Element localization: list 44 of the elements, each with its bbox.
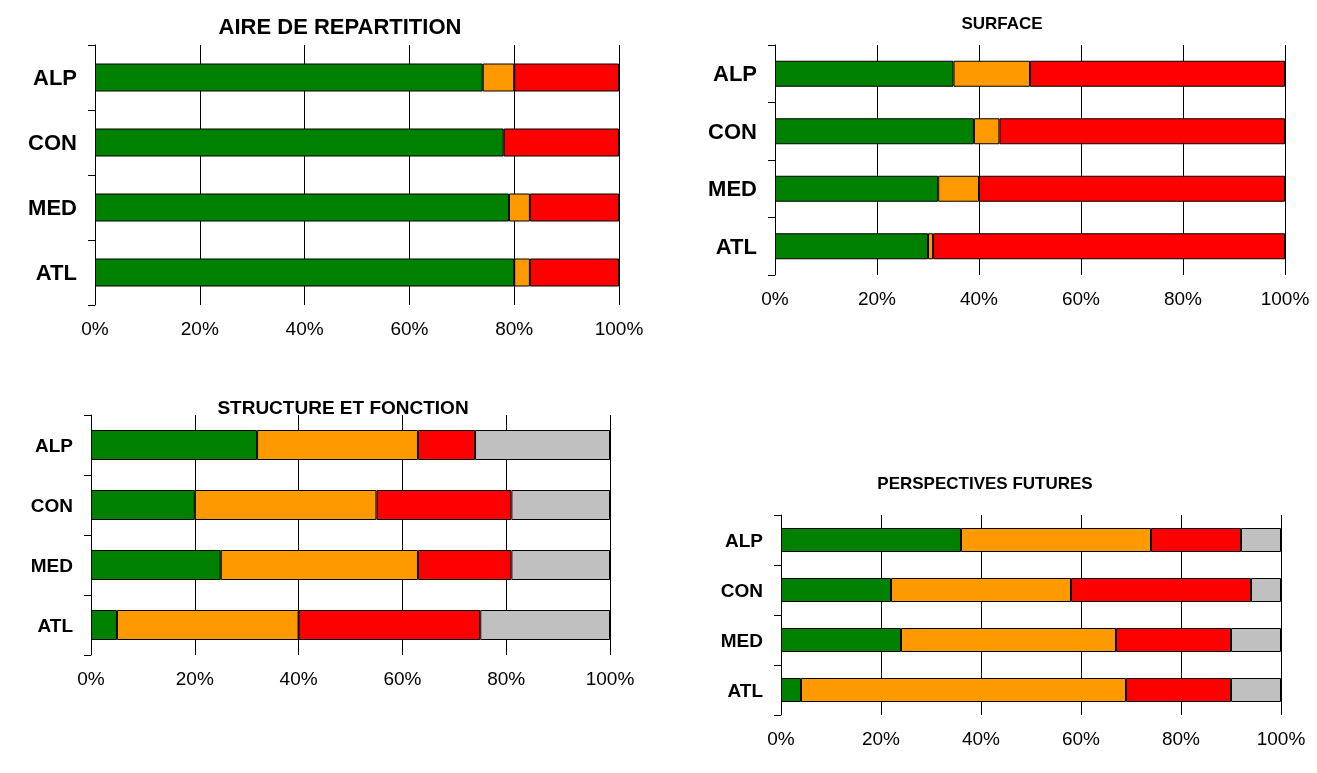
y-tick-label: ALP: [713, 61, 757, 87]
chart-title: STRUCTURE ET FONCTION: [217, 397, 469, 418]
x-tick-label: 100%: [594, 318, 644, 339]
y-tick-label: MED: [30, 554, 73, 576]
x-tick-label: 20%: [180, 318, 219, 339]
x-tick-label: 40%: [959, 288, 999, 309]
x-tick-label: 100%: [1260, 288, 1310, 309]
x-tick-label: 80%: [495, 318, 534, 339]
chart-title: AIRE DE REPARTITION: [218, 13, 462, 39]
x-tick-label: 20%: [175, 668, 214, 689]
x-tick-label: 80%: [1161, 728, 1201, 749]
x-tick-label: 0%: [81, 318, 109, 339]
y-tick-label: ALP: [33, 65, 77, 90]
x-tick-label: 60%: [1061, 288, 1101, 309]
x-tick-label: 60%: [383, 668, 422, 689]
x-tick-label: 80%: [1163, 288, 1203, 309]
x-tick-label: 0%: [77, 668, 105, 689]
y-tick-label: CON: [28, 130, 77, 155]
y-tick-label: MED: [708, 176, 757, 202]
y-tick-label: MED: [28, 195, 77, 220]
y-tick-label: CON: [720, 579, 763, 601]
x-tick-label: 0%: [761, 288, 789, 309]
chart-title: PERSPECTIVES FUTURES: [877, 474, 1093, 493]
x-tick-label: 60%: [1061, 728, 1101, 749]
x-tick-label: 0%: [767, 728, 795, 749]
y-tick-label: ATL: [37, 614, 74, 636]
x-tick-label: 60%: [390, 318, 429, 339]
x-tick-label: 20%: [861, 728, 901, 749]
x-tick-label: 80%: [487, 668, 526, 689]
y-tick-label: CON: [708, 118, 757, 144]
x-tick-label: 20%: [857, 288, 897, 309]
y-tick-label: MED: [720, 629, 763, 651]
y-tick-label: ATL: [35, 260, 77, 285]
chart-title: SURFACE: [961, 14, 1043, 33]
x-tick-label: 100%: [585, 668, 635, 689]
x-tick-label: 40%: [961, 728, 1001, 749]
y-tick-label: ALP: [725, 529, 764, 551]
x-tick-label: 100%: [1256, 728, 1306, 749]
y-tick-label: ALP: [35, 434, 74, 456]
x-tick-label: 40%: [285, 318, 324, 339]
y-tick-label: ATL: [727, 679, 764, 701]
x-tick-label: 40%: [279, 668, 318, 689]
y-tick-label: CON: [30, 494, 73, 516]
y-tick-label: ATL: [715, 233, 757, 259]
